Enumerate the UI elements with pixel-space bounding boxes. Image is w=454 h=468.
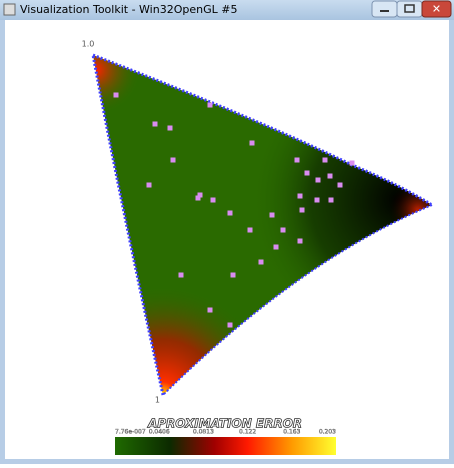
- sample-point: [227, 322, 233, 328]
- sample-point: [210, 197, 216, 203]
- sample-point: [294, 157, 300, 163]
- sample-point: [230, 272, 236, 278]
- maximize-button[interactable]: [396, 0, 423, 18]
- color-bar-tick-label: 0.203: [319, 429, 336, 436]
- title-bar: [0, 0, 454, 20]
- sample-point: [170, 157, 176, 163]
- window-title: Visualization Toolkit - Win32OpenGL #5: [20, 3, 237, 16]
- sample-point: [322, 157, 328, 163]
- sample-point: [195, 195, 201, 201]
- corner-label: 1: [155, 396, 160, 405]
- color-bar-tick-label: 0.122: [239, 429, 256, 436]
- sample-point: [314, 197, 320, 203]
- close-icon: ✕: [432, 3, 441, 16]
- sample-point: [299, 207, 305, 213]
- sample-point: [227, 210, 233, 216]
- surface: [91, 53, 433, 396]
- close-button[interactable]: [421, 0, 452, 18]
- color-bar-tick-label: 0.0813: [193, 429, 214, 436]
- sample-point: [304, 170, 310, 176]
- color-bar: [115, 437, 336, 455]
- sample-point: [315, 177, 321, 183]
- corner-label: 1.0: [82, 40, 95, 49]
- minimize-button[interactable]: [371, 0, 398, 18]
- sample-point: [280, 227, 286, 233]
- sample-point: [269, 212, 275, 218]
- edge-mesh: [92, 53, 433, 207]
- sample-point: [178, 272, 184, 278]
- sample-point: [273, 244, 279, 250]
- sample-point: [337, 182, 343, 188]
- sample-point: [327, 173, 333, 179]
- sample-point: [207, 102, 213, 108]
- sample-point: [197, 192, 203, 198]
- sample-point: [207, 307, 213, 313]
- sample-points: [113, 92, 355, 328]
- sample-point: [247, 227, 253, 233]
- sample-point: [349, 160, 355, 166]
- surface-red-top: [93, 55, 432, 395]
- app-icon: [3, 3, 16, 16]
- color-bar-tick-label: 0.0406: [149, 429, 170, 436]
- sample-point: [249, 140, 255, 146]
- color-bar-tick-label: 7.76e-007: [115, 429, 146, 436]
- sample-point: [297, 193, 303, 199]
- sample-point: [167, 125, 173, 131]
- sample-point: [258, 259, 264, 265]
- maximize-icon: [404, 4, 415, 13]
- sample-point: [113, 92, 119, 98]
- sample-point: [297, 238, 303, 244]
- sample-point: [152, 121, 158, 127]
- sample-point: [328, 197, 334, 203]
- color-bar-tick-label: 0.163: [283, 429, 300, 436]
- color-bar-title: APROXIMATION ERROR: [147, 417, 302, 431]
- minimize-icon: [380, 10, 389, 12]
- sample-point: [146, 182, 152, 188]
- edge-mesh: [162, 204, 433, 396]
- color-bar-ticks: 7.76e-007 0.0406 0.0813 0.122 0.163 0.203: [115, 428, 336, 436]
